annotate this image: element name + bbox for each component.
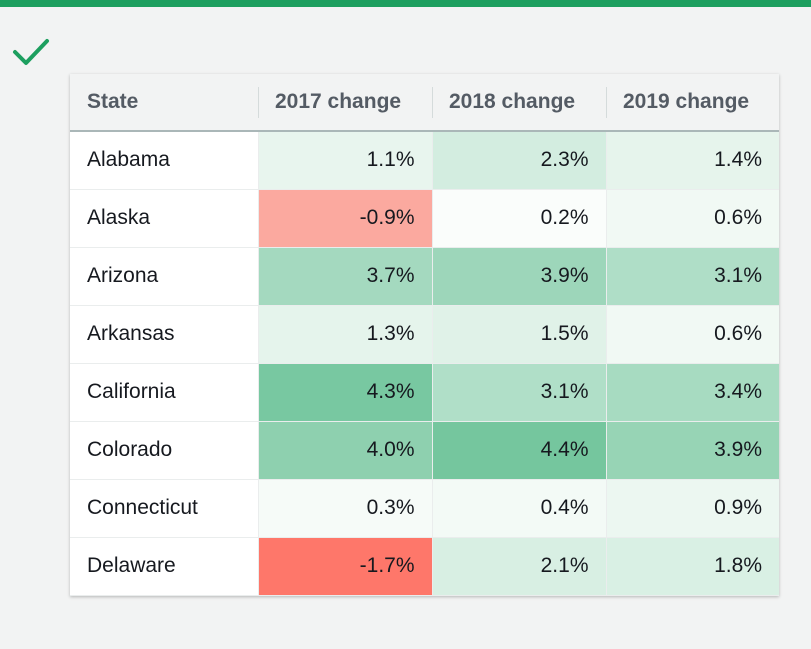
table-row: Delaware -1.7% 2.1% 1.8% (70, 537, 779, 596)
state-cell: California (70, 363, 259, 422)
change-2019-cell: 3.4% (606, 363, 779, 422)
table-row: Alabama 1.1% 2.3% 1.4% (70, 131, 779, 190)
state-cell: Arkansas (70, 305, 259, 364)
column-header-2018[interactable]: 2018 change (432, 74, 606, 132)
table-row: Arkansas 1.3% 1.5% 0.6% (70, 305, 779, 364)
state-change-table: State 2017 change 2018 change 2019 chang… (70, 74, 779, 596)
change-2018-cell: 0.2% (432, 189, 607, 248)
change-2019-cell: 1.8% (606, 537, 779, 596)
column-separator (606, 87, 607, 118)
change-2018-cell: 3.1% (432, 363, 607, 422)
column-separator (258, 87, 259, 118)
change-2017-cell: -1.7% (258, 537, 433, 596)
state-cell: Colorado (70, 421, 259, 480)
change-2019-cell: 1.4% (606, 131, 779, 190)
change-2018-cell: 2.3% (432, 131, 607, 190)
change-2018-cell: 0.4% (432, 479, 607, 538)
state-cell: Delaware (70, 537, 259, 596)
column-separator (432, 87, 433, 118)
change-2019-cell: 0.6% (606, 305, 779, 364)
change-2017-cell: -0.9% (258, 189, 433, 248)
state-cell: Alabama (70, 131, 259, 190)
table-row: California 4.3% 3.1% 3.4% (70, 363, 779, 422)
top-accent-bar (0, 0, 811, 7)
change-2017-cell: 3.7% (258, 247, 433, 306)
checkmark-icon (13, 39, 49, 65)
table-row: Connecticut 0.3% 0.4% 0.9% (70, 479, 779, 538)
change-2018-cell: 2.1% (432, 537, 607, 596)
change-2019-cell: 0.9% (606, 479, 779, 538)
change-2018-cell: 1.5% (432, 305, 607, 364)
change-2019-cell: 3.9% (606, 421, 779, 480)
change-2017-cell: 0.3% (258, 479, 433, 538)
header-row: State 2017 change 2018 change 2019 chang… (70, 74, 779, 132)
state-cell: Connecticut (70, 479, 259, 538)
table-row: Colorado 4.0% 4.4% 3.9% (70, 421, 779, 480)
state-cell: Alaska (70, 189, 259, 248)
change-2017-cell: 4.3% (258, 363, 433, 422)
change-2017-cell: 4.0% (258, 421, 433, 480)
change-2019-cell: 0.6% (606, 189, 779, 248)
change-2018-cell: 3.9% (432, 247, 607, 306)
state-cell: Arizona (70, 247, 259, 306)
change-2018-cell: 4.4% (432, 421, 607, 480)
change-2017-cell: 1.1% (258, 131, 433, 190)
column-header-2019[interactable]: 2019 change (606, 74, 779, 132)
column-header-state[interactable]: State (70, 74, 258, 132)
change-2017-cell: 1.3% (258, 305, 433, 364)
change-2019-cell: 3.1% (606, 247, 779, 306)
table-row: Alaska -0.9% 0.2% 0.6% (70, 189, 779, 248)
table-row: Arizona 3.7% 3.9% 3.1% (70, 247, 779, 306)
column-header-2017[interactable]: 2017 change (258, 74, 432, 132)
data-table-container: State 2017 change 2018 change 2019 chang… (70, 74, 779, 596)
